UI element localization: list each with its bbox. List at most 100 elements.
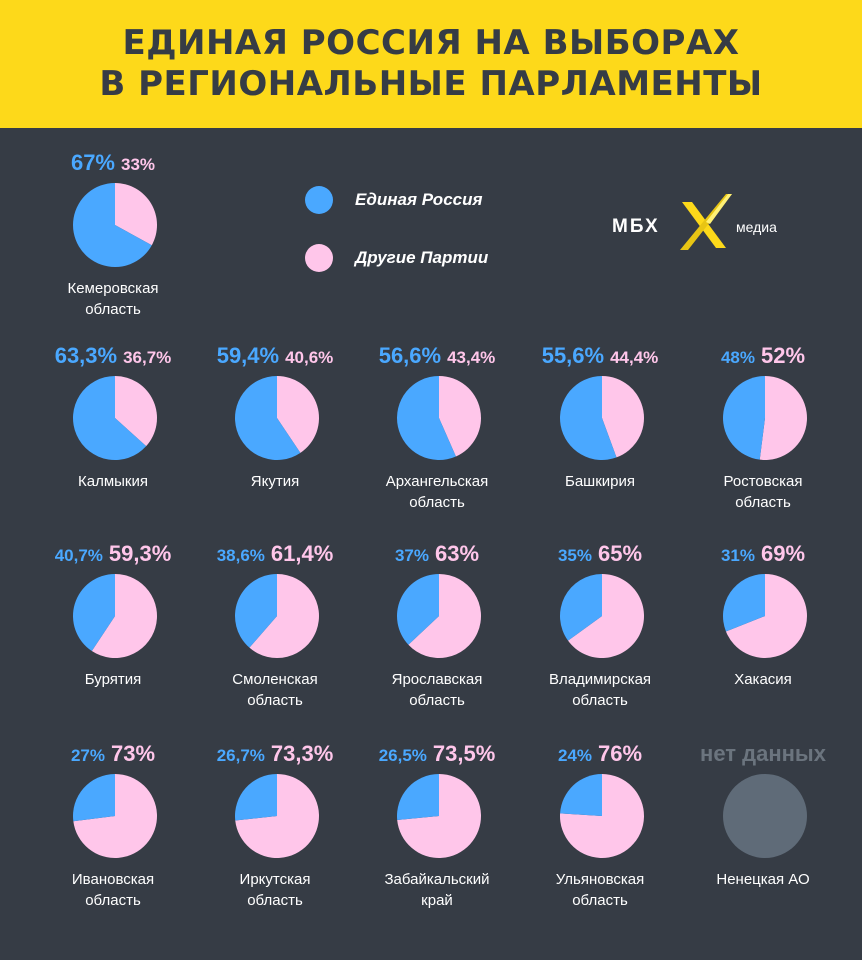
mbx-media-logo: МБХ медиа [612,192,792,254]
pie-slice-other [408,574,481,658]
region-name: Башкирия [564,473,635,490]
pie-chart [560,574,644,658]
other-percent-label: 73% [110,741,156,766]
other-percent-label: 73,3% [270,741,334,766]
legend-item-er: Единая Россия [305,186,488,214]
region-name: Кемеровская область [67,280,159,318]
er-percent-label: 63,3% [54,343,118,368]
percent-labels: 40,7% 59,3% [33,541,193,567]
pie-chart [560,774,644,858]
er-percent-label: 37% [394,546,429,565]
region-name: Бурятия [84,671,142,688]
region-name: Ненецкая АО [716,871,810,888]
pie-chart [73,183,157,267]
other-percent-label: 61,4% [270,541,334,566]
pie-slice-er [560,774,602,816]
pie-slice-other [235,774,319,858]
pie-slice-er [723,574,765,632]
pie-slice-er [397,574,439,645]
title-line-1: ЕДИНАЯ РОССИЯ НА ВЫБОРАХ [122,23,740,63]
pie-chart [73,774,157,858]
percent-labels: 55,6% 44,4% [520,343,680,369]
other-percent-label: 36,7% [123,348,172,367]
pie-slice-other [73,774,157,858]
pie-chart [723,774,807,858]
er-percent-label: 38,6% [216,546,265,565]
region-name: Ульяновская область [555,871,645,909]
region-name: Архангельская область [385,473,489,511]
other-percent-label: 43,4% [447,348,496,367]
percent-labels: 26,7% 73,3% [195,741,355,767]
pie-slice-other [725,574,807,658]
pie-slice-other [249,574,319,658]
logo-media-text: медиа [736,219,777,235]
pie-chart [397,376,481,460]
region-name: Владимирская область [548,671,652,709]
other-percent-label: 44,4% [610,348,659,367]
pie-chart [235,376,319,460]
er-percent-label: 59,4% [216,343,280,368]
pie-chart [723,376,808,460]
pie-slice-other [115,376,157,447]
other-percent-label: 40,6% [285,348,334,367]
percent-labels: 63,3% 36,7% [33,343,193,369]
region-name: Калмыкия [78,473,148,490]
region-name: Ивановская область [71,871,155,909]
pie-chart [235,574,319,658]
percent-labels: нет данных [683,741,843,767]
er-percent-label: 31% [720,546,755,565]
er-percent-label: 56,6% [378,343,442,368]
pie-slice-er [73,183,152,267]
pie-slice-other [277,376,319,453]
pie-slice-er [235,774,277,821]
er-percent-label: 40,7% [54,546,103,565]
er-percent-label: 27% [70,746,105,765]
er-percent-label: 24% [557,746,592,765]
percent-labels: 38,6% 61,4% [195,541,355,567]
pie-slice-other [439,376,481,457]
er-percent-label: 48% [720,348,755,367]
other-percent-label: 65% [597,541,643,566]
pie-slice-er [560,574,602,641]
percent-labels: 56,6% 43,4% [357,343,517,369]
er-percent-label: 55,6% [541,343,605,368]
er-percent-label: 67% [70,150,115,175]
pie-slice-er [73,774,115,822]
pie-slice-er [723,376,765,460]
legend-label-er: Единая Россия [355,190,483,209]
region-name: Ярославская область [391,671,483,709]
pie-slice-er [560,376,617,460]
pie-slice-er [235,376,301,460]
percent-labels: 26,5% 73,5% [357,741,517,767]
legend-item-other: Другие Партии [305,244,488,272]
legend-swatch-other [305,244,333,272]
pie-slice-other [397,774,481,858]
pie-slice-er [397,376,456,460]
pie-slice-er [397,774,439,820]
no-data-label: нет данных [700,741,826,766]
pie-slice-other [568,574,644,658]
legend: Единая Россия Другие Партии [305,186,488,302]
region-name: Хакасия [734,671,792,688]
pie-chart [72,376,157,460]
percent-labels: 31% 69% [683,541,843,567]
logo-x-icon [680,194,732,250]
pie-slice-er [72,376,147,460]
percent-labels: 35% 65% [520,541,680,567]
region-name: Ростовская область [723,473,803,511]
region-name: Иркутская область [239,871,311,909]
region-name: Забайкальский край [384,871,490,909]
other-percent-label: 59,3% [108,541,172,566]
pie-slice-er [235,574,277,648]
percent-labels: 67% 33% [33,150,193,176]
er-percent-label: 26,7% [216,746,265,765]
other-percent-label: 63% [434,541,480,566]
logo-mbx-text: МБХ [612,216,660,237]
pie-slice-other [759,376,808,460]
percent-labels: 37% 63% [357,541,517,567]
er-percent-label: 35% [557,546,592,565]
other-percent-label: 52% [760,343,806,368]
other-percent-label: 69% [760,541,806,566]
other-percent-label: 76% [597,741,643,766]
percent-labels: 24% 76% [520,741,680,767]
